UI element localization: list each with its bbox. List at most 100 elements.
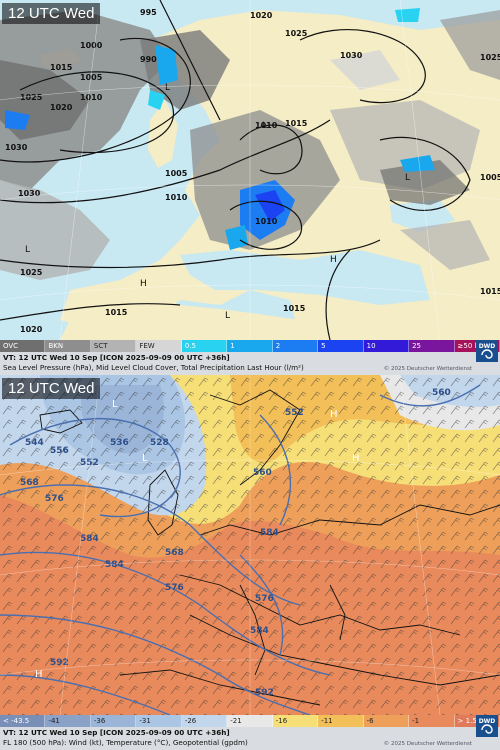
isobar-label: 1025 [20, 268, 43, 277]
wind-temperature-map: 560 556 552 536 544 528 568 576 584 584 … [0, 375, 500, 715]
valid-time-line: VT: 12 UTC Wed 10 Sep [ICON 2025-09-09 0… [3, 353, 230, 362]
geopotential-label: 560 [432, 388, 451, 398]
geopotential-label: 560 [253, 468, 272, 478]
legend-label: -6 [366, 717, 374, 725]
isobar-label: 1025 [285, 29, 308, 38]
isobar-label: 1025 [20, 93, 43, 102]
isobar-label: 1015 [105, 308, 128, 317]
dwd-logo: DWD [476, 340, 498, 362]
legend-label: -41 [48, 717, 60, 725]
legend-label: -26 [184, 717, 197, 725]
geopotential-label: 536 [110, 438, 129, 448]
geopotential-label: 576 [45, 494, 64, 504]
high-pressure-center: H [352, 453, 360, 464]
legend-label: 2 [275, 342, 281, 350]
legend-label: OVC [3, 342, 19, 350]
low-pressure-center: L [142, 453, 148, 464]
legend-label: -1 [412, 717, 420, 725]
geopotential-label: 568 [165, 548, 184, 558]
legend-cell: -1 [409, 715, 455, 727]
high-pressure-center: H [330, 409, 338, 420]
legend-cell: 0.5 [181, 340, 228, 352]
legend-cell: FEW [136, 340, 182, 352]
isobar-label: 1015 [285, 119, 308, 128]
legend-label: -16 [275, 717, 288, 725]
high-pressure-center: H [35, 669, 43, 680]
legend-cell: 5 [318, 340, 364, 352]
legend-cell: -41 [45, 715, 91, 727]
low-pressure-center: L [112, 399, 118, 410]
isobar-label: 1015 [283, 304, 306, 313]
high-pressure-center: H [330, 255, 337, 265]
geopotential-label: 584 [80, 534, 99, 544]
isobar-label: 990 [140, 55, 157, 64]
isobar-label: 1025 [480, 53, 500, 62]
isobar-label: 1020 [20, 325, 43, 334]
isobar-label: 1020 [50, 103, 73, 112]
geopotential-label: 584 [250, 626, 269, 636]
time-badge: 12 UTC Wed [2, 3, 101, 24]
wind-temperature-map-canvas: 560 556 552 536 544 528 568 576 584 584 … [0, 375, 500, 715]
legend-label: < -43.5 [3, 717, 30, 725]
temperature-legend: < -43.5 -41 -36 -31 -26 -21 -16 -11 -6 -… [0, 715, 500, 727]
legend-label: BKN [48, 342, 64, 350]
valid-time-line: VT: 12 UTC Wed 10 Sep [ICON 2025-09-09 0… [3, 728, 230, 737]
top-map-panel: 995 1020 1025 1000 990 1015 1005 1010 10… [0, 0, 500, 375]
dwd-logo-text: DWD [479, 718, 496, 725]
legend-cell: -21 [227, 715, 273, 727]
legend-label: -31 [139, 717, 151, 725]
legend-label: 1 [230, 342, 235, 350]
low-pressure-center: L [165, 83, 170, 93]
isobar-label: 1010 [165, 193, 188, 202]
geopotential-label: 584 [105, 560, 124, 570]
legend-label: -36 [93, 717, 106, 725]
legend-label: SCT [93, 342, 108, 350]
geopotential-label: 568 [20, 478, 39, 488]
legend-label: -11 [321, 717, 333, 725]
isobar-label: 1005 [165, 169, 188, 178]
legend-cell: 1 [227, 340, 273, 352]
legend-cell: OVC [0, 340, 46, 352]
pressure-cloud-map-canvas: 995 1020 1025 1000 990 1015 1005 1010 10… [0, 0, 500, 340]
geopotential-label: 552 [285, 408, 304, 418]
legend-cell: BKN [45, 340, 91, 352]
map-description: Sea Level Pressure (hPa), Mid Level Clou… [3, 363, 304, 372]
isobar-label: 1010 [80, 93, 103, 102]
legend-label: 25 [412, 342, 421, 350]
copyright: © 2025 Deutscher Wetterdienst [383, 366, 472, 372]
isobar-label: 1030 [18, 189, 41, 198]
low-pressure-center: L [225, 311, 230, 321]
geopotential-label: 556 [50, 446, 69, 456]
dwd-logo: DWD [476, 715, 498, 737]
map-caption: VT: 12 UTC Wed 10 Sep [ICON 2025-09-09 0… [0, 352, 500, 375]
geopotential-label: 576 [165, 583, 184, 593]
isobar-label: 1000 [80, 41, 103, 50]
legend-cell: -36 [90, 715, 137, 727]
isobar-label: 995 [140, 8, 157, 17]
isobar-label: 1005 [480, 173, 500, 182]
isobar-label: 1020 [250, 11, 273, 20]
geopotential-label: 528 [150, 438, 169, 448]
time-badge: 12 UTC Wed [2, 378, 101, 399]
legend-cell: -26 [181, 715, 228, 727]
bottom-map-panel: 560 556 552 536 544 528 568 576 584 584 … [0, 375, 500, 750]
isobar-label: 1030 [5, 143, 28, 152]
legend-cell: -11 [318, 715, 364, 727]
isobar-label: 1010 [255, 121, 278, 130]
legend-label: ≥50 l/m² [457, 342, 489, 350]
legend-label: FEW [139, 342, 155, 350]
copyright: © 2025 Deutscher Wetterdienst [383, 741, 472, 747]
legend-label: > 1.5 °C [457, 717, 488, 725]
map-caption: VT: 12 UTC Wed 10 Sep [ICON 2025-09-09 0… [0, 727, 500, 750]
geopotential-label: 576 [255, 594, 274, 604]
legend-cell: -16 [272, 715, 319, 727]
pressure-cloud-map: 995 1020 1025 1000 990 1015 1005 1010 10… [0, 0, 500, 340]
geopotential-label: 592 [50, 658, 69, 668]
legend-label: 0.5 [184, 342, 196, 350]
legend-cell: 10 [363, 340, 410, 352]
isobar-label: 1030 [340, 51, 363, 60]
geopotential-label: 544 [25, 438, 44, 448]
isobar-label: 1010 [255, 217, 278, 226]
legend-cell: -6 [363, 715, 410, 727]
legend-cell: 25 [409, 340, 455, 352]
